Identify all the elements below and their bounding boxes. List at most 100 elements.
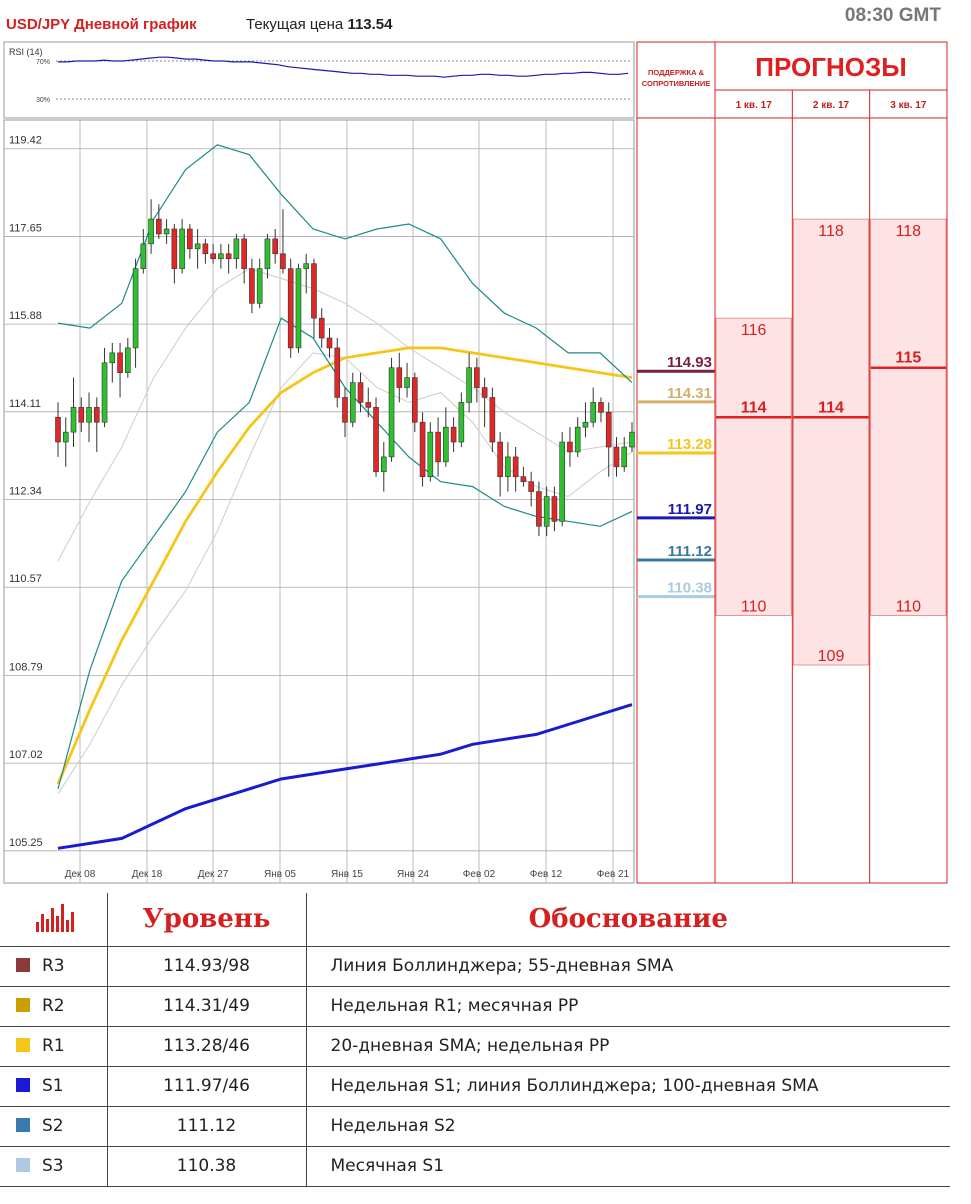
rsi-level-label: 30% <box>36 97 50 104</box>
candle-body <box>629 431 635 448</box>
table-row: R1 113.28/46 20-дневная SMA; недельная PP <box>0 1026 950 1067</box>
candle-body <box>225 253 232 260</box>
candle-body <box>125 347 131 373</box>
table-row: R2 114.31/49 Недельная R1; месячная PP <box>0 986 950 1027</box>
candle-body <box>78 407 85 423</box>
level-reason: Недельная S2 <box>306 1106 950 1147</box>
candle-body <box>551 496 558 522</box>
candle-body <box>373 407 379 473</box>
level-name: R3 <box>42 956 65 976</box>
candle-body <box>280 253 286 269</box>
x-tick-label: Дек 08 <box>65 869 96 880</box>
candle-body <box>365 402 372 408</box>
candle-body <box>598 402 604 413</box>
rsi-panel <box>3 41 635 119</box>
level-label: 113.28 <box>667 436 712 453</box>
candle-body <box>458 402 465 443</box>
chart-header: USD/JPY Дневной график Текущая цена 113.… <box>0 0 971 40</box>
forecast-mid: 114 <box>741 399 767 416</box>
chart-area: RSI (14) 70% 30% 119.42 117.65 115.88 114.11 11… <box>3 41 948 884</box>
candle-body <box>466 367 472 403</box>
forecasts-title: ПРОГНОЗЫ <box>755 52 906 82</box>
bar-chart-icon-graphic <box>36 902 74 932</box>
levels-table-header: Уровень Обоснование <box>0 893 950 947</box>
candle-body <box>194 243 201 250</box>
sr-label: ПОДДЕРЖКА & <box>648 68 705 77</box>
candle-body <box>481 387 488 398</box>
candle-body <box>520 476 527 482</box>
level-value: 114.93/98 <box>107 946 307 987</box>
candle-body <box>171 228 178 269</box>
candle-body <box>101 362 108 423</box>
candle-body <box>396 367 403 388</box>
candle-body <box>187 228 193 250</box>
candle-body <box>613 446 620 468</box>
candle-body <box>342 397 348 423</box>
candle-body <box>559 441 565 522</box>
table-row: S3 110.38 Месячная S1 <box>0 1146 950 1187</box>
level-name: S2 <box>42 1116 64 1136</box>
level-name-cell: R2 <box>0 986 108 1027</box>
candle-body <box>272 238 278 255</box>
y-tick-label: 117.65 <box>9 222 42 234</box>
candle-body <box>117 352 123 373</box>
y-tick-label: 114.11 <box>9 398 41 410</box>
forecast-range <box>715 317 792 616</box>
table-row: R3 114.93/98 Линия Боллинджера; 55-дневная… <box>0 946 950 987</box>
level-label: 111.12 <box>668 543 712 560</box>
candle-body <box>380 456 387 473</box>
quarter-label: 2 кв. 17 <box>813 100 850 111</box>
forecast-mid: 114 <box>818 399 844 416</box>
candle-body <box>419 421 426 478</box>
candle-body <box>303 263 310 269</box>
y-tick-label: 108.79 <box>9 661 43 673</box>
x-tick-label: Янв 15 <box>331 869 363 880</box>
level-name-cell: R1 <box>0 1026 108 1067</box>
forecast-low: 110 <box>896 598 922 615</box>
y-tick-label: 115.88 <box>9 310 42 322</box>
candle-body <box>179 228 185 269</box>
current-price-value: 113.54 <box>347 16 393 33</box>
level-value: 111.97/46 <box>107 1066 307 1107</box>
x-tick-label: Дек 18 <box>132 869 163 880</box>
level-value: 113.28/46 <box>107 1026 307 1067</box>
candle-body <box>567 441 573 453</box>
level-name-cell: S2 <box>0 1106 108 1147</box>
levels-table: Уровень Обоснование R3 114.93/98 Линия Бол… <box>0 893 950 1187</box>
candle-body <box>93 407 100 423</box>
y-tick-label: 119.42 <box>9 135 42 147</box>
candle-body <box>311 263 317 319</box>
level-column-header: Уровень <box>107 893 307 947</box>
forecast-mid: 115 <box>895 350 921 367</box>
chart-title: USD/JPY Дневной график <box>6 16 197 33</box>
level-value: 110.38 <box>107 1146 307 1187</box>
sr-column <box>636 41 716 884</box>
level-label: 114.93 <box>667 354 712 371</box>
x-tick-label: Янв 24 <box>397 869 429 880</box>
level-color-swatch <box>16 1078 30 1092</box>
candle-body <box>357 382 364 403</box>
candle-body <box>543 496 550 527</box>
rsi-level-label: 70% <box>36 59 50 66</box>
y-tick-label: 112.34 <box>9 486 42 498</box>
candle-body <box>318 317 325 339</box>
quarter-label: 1 кв. 17 <box>736 100 773 111</box>
candle-body <box>334 347 341 398</box>
forecast-low: 110 <box>741 598 767 615</box>
level-color-swatch <box>16 998 30 1012</box>
candle-body <box>512 456 519 478</box>
x-tick-label: Фев 12 <box>530 869 563 880</box>
candle-body <box>233 238 240 260</box>
candle-body <box>590 402 597 423</box>
x-tick-label: Фев 02 <box>463 869 496 880</box>
forecast-high: 118 <box>896 223 922 240</box>
level-value: 114.31/49 <box>107 986 307 1027</box>
candle-body <box>109 352 116 364</box>
candle-body <box>536 491 542 527</box>
candle-body <box>55 416 61 443</box>
candle-body <box>412 377 418 423</box>
level-reason: Месячная S1 <box>306 1146 950 1187</box>
indicator-line <box>57 268 633 562</box>
candle-body <box>489 397 496 443</box>
y-tick-label: 105.25 <box>9 837 43 849</box>
